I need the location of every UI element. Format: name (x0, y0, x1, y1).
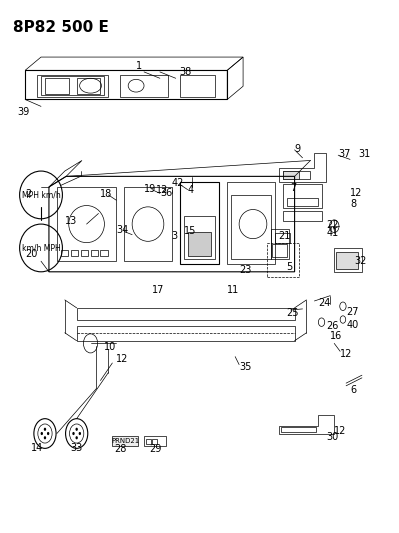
Text: 13: 13 (65, 216, 77, 226)
Text: 12: 12 (116, 354, 128, 364)
Text: 9: 9 (294, 144, 301, 154)
Bar (281, 426, 316, 432)
Text: 4: 4 (188, 184, 194, 195)
Text: 33: 33 (71, 443, 83, 454)
Text: 23: 23 (239, 265, 251, 275)
Text: 2: 2 (25, 189, 32, 199)
Text: 10: 10 (105, 342, 117, 352)
Bar (336, 252, 358, 269)
Bar (120, 75, 168, 97)
Text: 38: 38 (180, 67, 192, 77)
Bar (334, 248, 362, 272)
Text: 28: 28 (114, 445, 126, 455)
Bar (283, 171, 310, 179)
Bar (77, 308, 294, 319)
Bar (283, 171, 298, 179)
Bar (152, 439, 157, 444)
Text: 16: 16 (330, 332, 342, 342)
Text: MPH km/h: MPH km/h (22, 190, 60, 199)
Text: 3: 3 (172, 231, 178, 241)
Circle shape (79, 432, 81, 435)
Text: 12: 12 (334, 426, 347, 436)
Text: 31: 31 (358, 149, 370, 159)
Bar (57, 187, 116, 261)
Text: 39: 39 (17, 107, 30, 117)
Text: 12: 12 (350, 188, 362, 198)
Text: 18: 18 (101, 189, 113, 199)
Circle shape (72, 432, 75, 435)
Bar (81, 249, 88, 256)
Bar (77, 78, 101, 94)
Text: PRND21: PRND21 (111, 438, 140, 444)
Text: 6: 6 (350, 384, 356, 394)
Text: 15: 15 (184, 226, 196, 236)
Circle shape (47, 432, 49, 435)
Bar (283, 211, 322, 221)
Text: 34: 34 (116, 225, 128, 236)
Text: 12: 12 (340, 349, 353, 359)
Text: 17: 17 (152, 285, 164, 295)
Bar (184, 216, 215, 259)
Text: 29: 29 (150, 445, 162, 455)
Text: km/h MPH: km/h MPH (22, 244, 60, 253)
Bar (231, 195, 271, 259)
Bar (71, 249, 78, 256)
Text: 1: 1 (136, 61, 142, 71)
Text: 22: 22 (326, 220, 339, 230)
Bar (113, 436, 138, 446)
Bar (77, 326, 294, 341)
Bar (146, 439, 151, 444)
Text: 35: 35 (239, 362, 251, 372)
Bar (144, 436, 166, 446)
Bar (45, 78, 69, 94)
Bar (37, 75, 109, 97)
Text: 21: 21 (279, 231, 291, 241)
Text: 8: 8 (350, 199, 356, 209)
Text: 7: 7 (290, 183, 297, 193)
Bar (188, 232, 211, 256)
Bar (267, 243, 298, 277)
Text: 25: 25 (286, 308, 299, 318)
Bar (180, 182, 219, 264)
Text: 8P82 500 E: 8P82 500 E (13, 20, 109, 35)
Text: 27: 27 (346, 306, 359, 317)
Bar (286, 198, 318, 206)
Text: 40: 40 (346, 320, 358, 330)
Text: 20: 20 (25, 249, 38, 260)
Text: 37: 37 (338, 149, 351, 159)
Bar (283, 184, 322, 208)
Text: 19: 19 (144, 183, 156, 193)
Bar (41, 76, 105, 95)
Text: 41: 41 (326, 228, 338, 238)
Circle shape (75, 436, 78, 439)
Text: 26: 26 (326, 321, 339, 331)
Text: 5: 5 (286, 262, 293, 271)
Text: 12: 12 (156, 184, 168, 195)
Text: 14: 14 (31, 443, 43, 454)
Text: 32: 32 (354, 256, 366, 266)
Circle shape (44, 427, 46, 431)
Bar (227, 182, 275, 264)
Text: 42: 42 (172, 178, 184, 188)
Bar (91, 249, 98, 256)
Text: 30: 30 (326, 432, 338, 442)
Bar (275, 233, 290, 243)
Bar (124, 187, 172, 261)
Text: 36: 36 (160, 188, 172, 198)
Bar (101, 249, 108, 256)
Text: 24: 24 (318, 297, 331, 308)
Circle shape (44, 436, 46, 439)
Text: 11: 11 (227, 285, 239, 295)
Bar (272, 244, 286, 257)
Circle shape (75, 427, 78, 431)
Circle shape (41, 432, 43, 435)
Bar (180, 75, 215, 97)
Bar (61, 249, 68, 256)
Bar (271, 229, 288, 259)
